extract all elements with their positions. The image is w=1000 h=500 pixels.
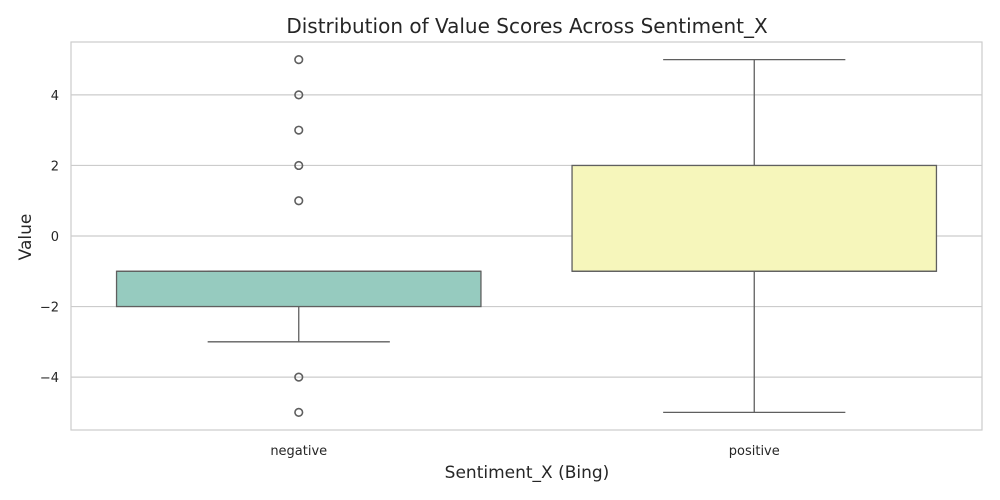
x-axis-ticks: negative positive bbox=[270, 444, 779, 459]
box-positive bbox=[571, 58, 938, 414]
chart-title: Distribution of Value Scores Across Sent… bbox=[286, 14, 768, 38]
y-tick-label: 2 bbox=[51, 159, 59, 174]
y-tick-label: −4 bbox=[40, 371, 59, 386]
box-series bbox=[115, 55, 938, 417]
y-axis-label: Value bbox=[16, 214, 36, 261]
iqr-box bbox=[571, 164, 938, 272]
x-tick-label: negative bbox=[270, 444, 327, 459]
x-axis-label: Sentiment_X (Bing) bbox=[445, 463, 610, 483]
y-tick-label: −2 bbox=[40, 301, 59, 316]
y-tick-label: 4 bbox=[51, 89, 59, 104]
outlier-point bbox=[294, 196, 304, 206]
iqr-box bbox=[115, 270, 482, 308]
outlier-point bbox=[294, 160, 304, 171]
y-axis-ticks: −4 −2 0 2 4 bbox=[40, 89, 59, 386]
outlier-point bbox=[294, 372, 304, 382]
plot-area-frame bbox=[70, 41, 983, 431]
outlier-point bbox=[294, 90, 304, 100]
y-tick-label: 0 bbox=[51, 230, 59, 245]
outlier-point bbox=[294, 125, 304, 135]
outlier-point bbox=[294, 407, 304, 417]
box-negative bbox=[115, 55, 482, 417]
outlier-point bbox=[294, 55, 304, 65]
x-tick-label: positive bbox=[729, 444, 780, 459]
